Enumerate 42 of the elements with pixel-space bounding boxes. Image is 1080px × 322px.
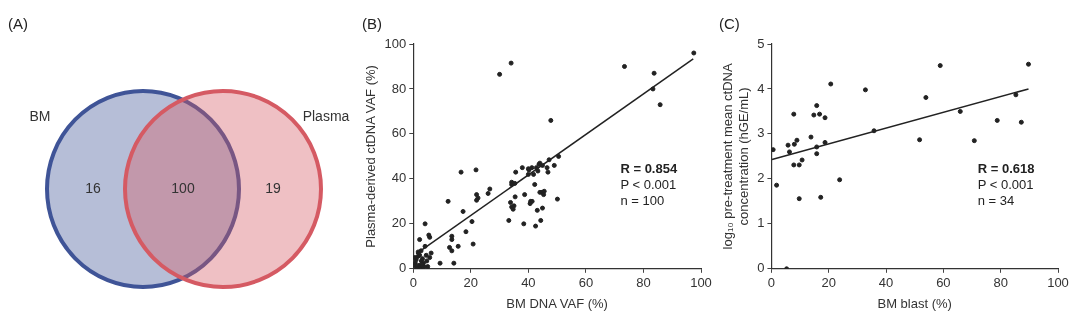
- annotation: R = 0.618: [977, 161, 1035, 177]
- x-tick-label: 60: [936, 275, 951, 291]
- y-axis-title: Plasma-derived ctDNA VAF (%): [363, 65, 379, 248]
- x-tick-label: 80: [993, 275, 1008, 291]
- x-axis-title: BM blast (%): [877, 295, 952, 311]
- x-tick-label: 20: [463, 275, 479, 291]
- x-tick-label: 100: [690, 275, 712, 291]
- y-tick-label: 60: [391, 125, 407, 141]
- y-tick-label: 1: [757, 215, 765, 231]
- y-tick-label: 4: [757, 80, 765, 96]
- annotation: n = 100: [620, 193, 665, 209]
- y-tick-label: 100: [384, 35, 407, 51]
- category-label: BM: [29, 107, 51, 124]
- y-tick-label: 5: [757, 35, 765, 51]
- annotation: n = 34: [977, 193, 1015, 209]
- x-tick-label: 20: [821, 275, 836, 291]
- x-tick-label: 60: [578, 275, 594, 291]
- text: (A): [8, 15, 28, 33]
- x-tick-label: 40: [521, 275, 536, 291]
- x-tick-label: 0: [409, 275, 417, 291]
- y-tick-label: 0: [399, 260, 407, 276]
- category-label: Plasma: [302, 107, 350, 124]
- chart-title: (B): [362, 15, 382, 33]
- x-tick-label: 100: [1047, 275, 1069, 291]
- text: 16: [85, 179, 101, 196]
- y-tick-label: 40: [391, 170, 407, 186]
- x-axis-title: BM DNA VAF (%): [506, 295, 608, 311]
- y-tick-label: 2: [757, 170, 765, 186]
- x-tick-label: 80: [636, 275, 651, 291]
- y-tick-label: 0: [757, 260, 765, 276]
- x-tick-label: 0: [767, 275, 776, 291]
- y-tick-label: 20: [391, 215, 407, 231]
- y-axis-title: log₁₀ pre-treatment mean ctDNA concentration (hGE/mL): [720, 63, 751, 250]
- chart-title: (C): [719, 15, 740, 33]
- x-tick-label: 40: [878, 275, 894, 291]
- annotation: R = 0.854: [620, 161, 678, 177]
- text: 19: [265, 179, 281, 196]
- y-tick-label: 80: [391, 80, 407, 96]
- y-tick-label: 3: [757, 125, 765, 141]
- text: 100: [171, 179, 195, 196]
- annotation: P < 0.001: [620, 177, 677, 193]
- annotation: P < 0.001: [977, 177, 1034, 193]
